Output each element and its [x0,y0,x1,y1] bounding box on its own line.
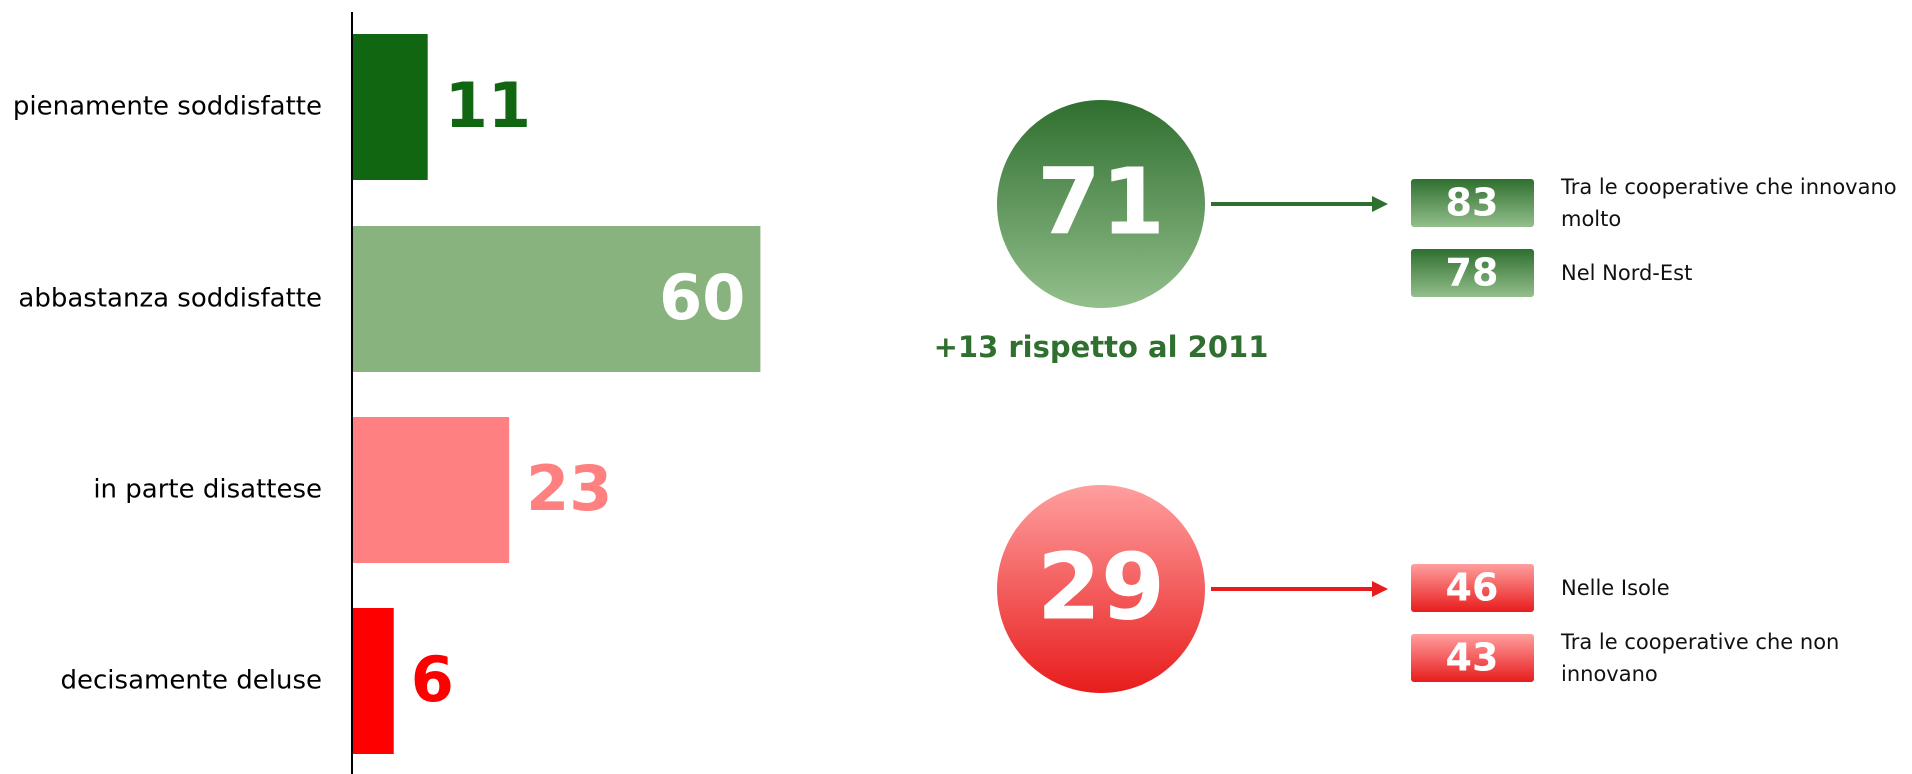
arrow-head [1372,581,1388,597]
summary-value: 29 [1037,533,1165,640]
detail-value: 78 [1446,251,1499,295]
category-label: abbastanza soddisfatte [18,284,322,314]
detail-label: Nel Nord-Est [1561,261,1693,285]
bar [353,608,394,754]
summary-note: +13 rispetto al 2011 [934,330,1269,364]
value-label: 11 [445,69,531,142]
summary-value: 71 [1037,148,1165,255]
value-label: 6 [411,643,454,716]
detail-box [1411,634,1534,682]
arrow-head [1372,196,1388,212]
value-label: 23 [526,452,612,525]
category-label: in parte disattese [93,475,322,505]
detail-box [1411,179,1534,227]
detail-label: Tra le cooperative che non innovano [1561,630,1840,686]
detail-label: Nelle Isole [1561,576,1670,600]
detail-label: Tra le cooperative che innovano molto [1561,175,1897,231]
detail-value: 43 [1446,636,1499,680]
detail-box [1411,564,1534,612]
detail-value: 83 [1446,181,1499,225]
summary-circle [997,100,1205,308]
value-label: 60 [659,261,745,334]
category-label: decisamente deluse [61,666,323,696]
category-label: pienamente soddisfatte [13,92,322,122]
bar [353,34,428,180]
detail-value: 46 [1446,566,1499,610]
bar [353,417,510,563]
detail-box [1411,249,1534,297]
bar [353,226,761,372]
summary-circle [997,485,1205,693]
